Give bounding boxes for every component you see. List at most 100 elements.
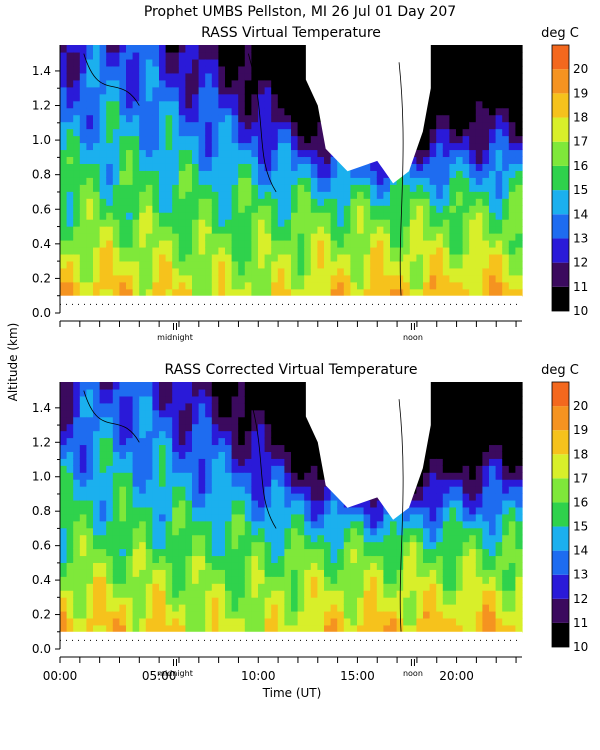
heatmap-cell — [297, 388, 305, 397]
heatmap-cell — [284, 142, 292, 151]
heatmap-cell — [343, 569, 351, 577]
heatmap-cell — [297, 79, 305, 88]
heatmap-cell — [172, 506, 180, 515]
heatmap-cell — [238, 267, 246, 276]
heatmap-cell — [99, 465, 107, 473]
heatmap-cell — [264, 288, 272, 297]
heatmap-cell — [291, 444, 299, 452]
heatmap-cell — [112, 513, 120, 522]
heatmap-cell — [106, 430, 114, 439]
heatmap-cell — [310, 520, 318, 529]
heatmap-cell — [93, 541, 101, 550]
heatmap-cell — [231, 486, 239, 494]
heatmap-cell — [93, 437, 101, 446]
heatmap-cell — [442, 184, 450, 192]
heatmap-cell — [502, 170, 510, 178]
heatmap-cell — [205, 569, 213, 577]
heatmap-cell — [515, 274, 523, 283]
heatmap-cell — [238, 486, 246, 494]
heatmap-cell — [112, 219, 120, 227]
heatmap-cell — [475, 583, 483, 591]
heatmap-cell — [165, 382, 173, 390]
heatmap-cell — [337, 219, 345, 227]
heatmap-cell — [462, 274, 470, 283]
heatmap-cell — [244, 437, 252, 446]
heatmap-cell — [159, 156, 167, 164]
heatmap-cell — [337, 170, 345, 178]
heatmap-cell — [139, 142, 147, 151]
heatmap-cell — [383, 527, 391, 536]
heatmap-cell — [178, 534, 186, 543]
heatmap-cell — [337, 520, 345, 529]
heatmap-cell — [119, 493, 127, 501]
heatmap-cell — [139, 499, 147, 508]
heatmap-cell — [277, 576, 285, 584]
heatmap-cell — [99, 288, 107, 297]
heatmap-cell — [185, 624, 193, 633]
heatmap-cell — [416, 562, 424, 570]
heatmap-cell — [502, 233, 510, 241]
heatmap-cell — [93, 458, 101, 466]
heatmap-cell — [436, 493, 444, 501]
heatmap-cell — [350, 274, 358, 283]
heatmap-cell — [178, 423, 186, 432]
heatmap-cell — [185, 281, 193, 290]
heatmap-cell — [258, 388, 266, 397]
heatmap-cell — [469, 267, 477, 276]
heatmap-cell — [324, 149, 332, 158]
heatmap-cell — [370, 226, 378, 234]
heatmap-cell — [159, 184, 167, 192]
heatmap-cell — [165, 624, 173, 633]
heatmap-cell — [198, 382, 206, 390]
heatmap-cell — [264, 382, 272, 390]
heatmap-cell — [79, 177, 87, 185]
heatmap-cell — [159, 569, 167, 577]
heatmap-cell — [462, 548, 470, 557]
heatmap-cell — [390, 212, 398, 220]
heatmap-cell — [436, 472, 444, 480]
heatmap-cell — [231, 583, 239, 591]
heatmap-cell — [198, 177, 206, 185]
heatmap-cell — [66, 79, 74, 88]
heatmap-cell — [145, 590, 153, 598]
heatmap-cell — [99, 198, 107, 206]
heatmap-cell — [489, 219, 497, 227]
heatmap-cell — [106, 562, 114, 570]
heatmap-cell — [409, 520, 417, 529]
heatmap-cell — [211, 382, 219, 390]
heatmap-cell — [442, 100, 450, 109]
heatmap-cell — [159, 274, 167, 283]
heatmap-cell — [357, 281, 365, 290]
heatmap-cell — [205, 458, 213, 466]
heatmap-cell — [297, 219, 305, 227]
heatmap-cell — [350, 617, 358, 626]
heatmap-cell — [363, 569, 371, 577]
heatmap-cell — [112, 458, 120, 466]
heatmap-cell — [482, 576, 490, 584]
heatmap-cell — [310, 604, 318, 612]
heatmap-cell — [205, 395, 213, 404]
colorbar-tick-label: 11 — [573, 280, 588, 294]
heatmap-cell — [423, 149, 431, 158]
heatmap-cell — [106, 149, 114, 158]
heatmap-cell — [462, 121, 470, 130]
heatmap-cell — [291, 506, 299, 515]
heatmap-cell — [436, 149, 444, 158]
heatmap-cell — [66, 142, 74, 151]
heatmap-cell — [172, 548, 180, 557]
heatmap-cell — [211, 226, 219, 234]
heatmap-cell — [258, 198, 266, 206]
heatmap-cell — [218, 121, 226, 130]
heatmap-cell — [132, 513, 140, 522]
heatmap-cell — [126, 240, 134, 248]
heatmap-cell — [310, 205, 318, 213]
heatmap-cell — [139, 100, 147, 109]
heatmap-cell — [192, 486, 200, 494]
heatmap-cell — [436, 583, 444, 591]
heatmap-cell — [185, 107, 193, 116]
heatmap-cell — [330, 198, 338, 206]
heatmap-cell — [489, 184, 497, 192]
heatmap-cell — [86, 624, 94, 633]
heatmap-cell — [172, 479, 180, 487]
heatmap-cell — [185, 548, 193, 557]
